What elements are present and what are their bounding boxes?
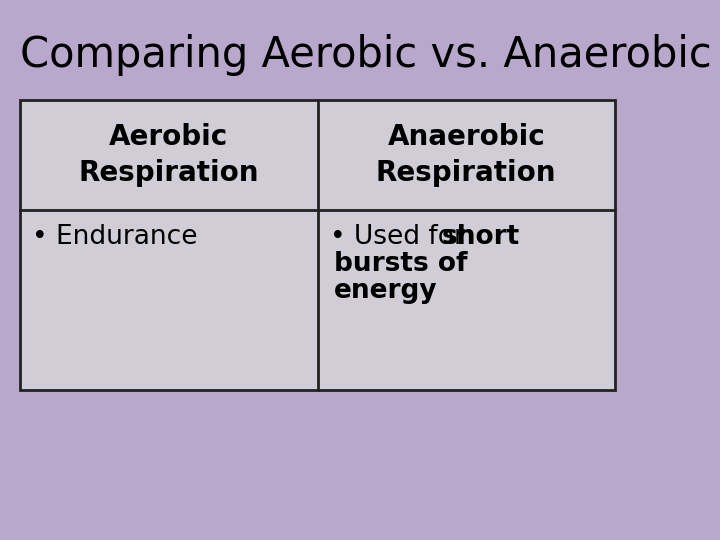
Text: Anaerobic
Respiration: Anaerobic Respiration (376, 123, 557, 187)
Text: • Endurance: • Endurance (32, 224, 197, 250)
Text: • Used for: • Used for (330, 224, 473, 250)
Text: Aerobic
Respiration: Aerobic Respiration (78, 123, 259, 187)
Text: energy: energy (333, 278, 437, 304)
Text: short: short (441, 224, 520, 250)
Text: bursts of: bursts of (333, 251, 467, 277)
Text: Comparing Aerobic vs. Anaerobic: Comparing Aerobic vs. Anaerobic (20, 34, 712, 76)
Bar (20, 100, 615, 390)
